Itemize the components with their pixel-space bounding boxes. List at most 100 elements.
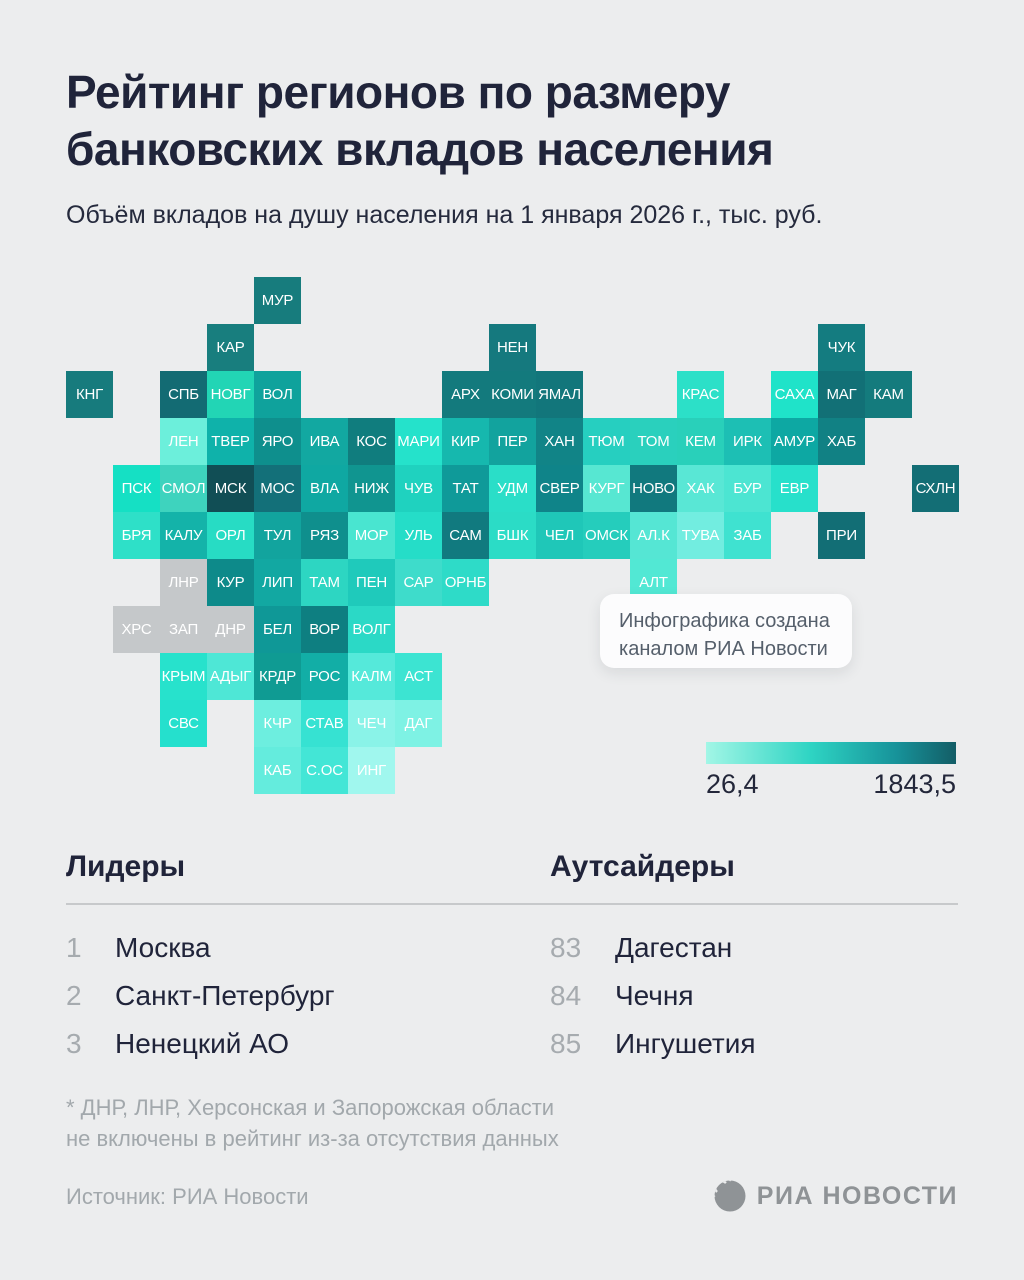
map-tile-label: КНГ bbox=[75, 386, 104, 403]
outsiders-list: 83 Дагестан 84 Чечня 85 Ингушетия bbox=[550, 924, 756, 1068]
map-tile-ИРК: ИРК bbox=[724, 418, 771, 465]
footnote: * ДНР, ЛНР, Херсонская и Запорожская обл… bbox=[66, 1092, 559, 1154]
map-tile-label: ТОМ bbox=[637, 433, 670, 450]
map-tile-label: ЗАП bbox=[168, 621, 199, 638]
source-label: Источник: РИА Новости bbox=[66, 1184, 309, 1209]
map-tile-ВОЛ: ВОЛ bbox=[254, 371, 301, 418]
map-tile-label: ИНГ bbox=[356, 762, 387, 779]
map-tile-label: С.ОС bbox=[306, 762, 343, 779]
map-tile-label: ВОЛГ bbox=[352, 621, 391, 638]
map-tile-С.ОС: С.ОС bbox=[301, 747, 348, 794]
map-tile-label: РЯЗ bbox=[310, 527, 339, 544]
attribution-line1: Инфографика создана bbox=[619, 610, 830, 632]
map-tile-label: СМОЛ bbox=[161, 480, 206, 497]
region-name: Санкт-Петербург bbox=[115, 980, 335, 1011]
map-tile-label: КРДР bbox=[258, 668, 297, 685]
map-tile-КАМ: КАМ bbox=[865, 371, 912, 418]
map-tile-label: ОРНБ bbox=[444, 574, 487, 591]
map-tile-ИНГ: ИНГ bbox=[348, 747, 395, 794]
map-tile-ЛИП: ЛИП bbox=[254, 559, 301, 606]
map-tile-label: ТУВА bbox=[681, 527, 720, 544]
map-tile-label: ТЮМ bbox=[588, 433, 625, 450]
map-tile-ЛЕН: ЛЕН bbox=[160, 418, 207, 465]
map-tile-label: ЧЕЛ bbox=[544, 527, 575, 544]
map-tile-КНГ: КНГ bbox=[66, 371, 113, 418]
map-tile-ХАК: ХАК bbox=[677, 465, 724, 512]
map-tile-label: САР bbox=[403, 574, 434, 591]
region-name: Ненецкий АО bbox=[115, 1028, 290, 1059]
map-tile-ПЕН: ПЕН bbox=[348, 559, 395, 606]
footnote-line1: * ДНР, ЛНР, Херсонская и Запорожская обл… bbox=[66, 1095, 555, 1120]
leaders-list: 1 Москва 2 Санкт-Петербург 3 Ненецкий АО bbox=[66, 924, 335, 1068]
map-tile-ТАТ: ТАТ bbox=[442, 465, 489, 512]
map-tile-КРАС: КРАС bbox=[677, 371, 724, 418]
legend-max-label: 1843,5 bbox=[873, 769, 956, 799]
map-tile-label: ЧЕЧ bbox=[356, 715, 387, 732]
rank-number: 84 bbox=[550, 980, 582, 1011]
map-tile-БШК: БШК bbox=[489, 512, 536, 559]
map-tile-label: ЕВР bbox=[779, 480, 810, 497]
map-tile-ВОЛГ: ВОЛГ bbox=[348, 606, 395, 653]
map-tile-label: ВЛА bbox=[309, 480, 340, 497]
map-tile-КАЛМ: КАЛМ bbox=[348, 653, 395, 700]
map-tile-label: ТАТ bbox=[452, 480, 479, 497]
map-tile-label: ВОЛ bbox=[262, 386, 293, 403]
subtitle: Объём вкладов на душу населения на 1 янв… bbox=[66, 201, 823, 229]
map-tile-МОС: МОС bbox=[254, 465, 301, 512]
map-tile-label: БУР bbox=[733, 480, 762, 497]
map-tile-НИЖ: НИЖ bbox=[348, 465, 395, 512]
map-tile-label: ТАМ bbox=[309, 574, 340, 591]
map-tile-ЯМАЛ: ЯМАЛ bbox=[536, 371, 583, 418]
map-tile-ТЮМ: ТЮМ bbox=[583, 418, 630, 465]
attribution-line2: каналом РИА Новости bbox=[619, 638, 828, 660]
map-tile-КИР: КИР bbox=[442, 418, 489, 465]
map-tile-ХАН: ХАН bbox=[536, 418, 583, 465]
map-tile-label: РОС bbox=[308, 668, 341, 685]
map-tile-label: КРЫМ bbox=[161, 668, 206, 685]
map-tile-ОМСК: ОМСК bbox=[583, 512, 630, 559]
map-tile-label: ДНР bbox=[215, 621, 246, 638]
map-tile-БУР: БУР bbox=[724, 465, 771, 512]
map-tile-ЯРО: ЯРО bbox=[254, 418, 301, 465]
map-tile-label: УЛЬ bbox=[404, 527, 433, 544]
map-tile-ДАГ: ДАГ bbox=[395, 700, 442, 747]
map-tile-label: ТВЕР bbox=[211, 433, 250, 450]
map-tile-label: НОВО bbox=[632, 480, 675, 497]
map-tile-label: КОМИ bbox=[491, 386, 534, 403]
rank-number: 3 bbox=[66, 1028, 82, 1059]
map-tile-label: ИВА bbox=[309, 433, 340, 450]
map-tile-САР: САР bbox=[395, 559, 442, 606]
map-tile-АСТ: АСТ bbox=[395, 653, 442, 700]
map-tile-label: ЧУВ bbox=[404, 480, 433, 497]
map-tile-label: КАМ bbox=[873, 386, 904, 403]
map-tile-label: КАР bbox=[216, 339, 245, 356]
map-tile-ВОР: ВОР bbox=[301, 606, 348, 653]
map-tile-АРХ: АРХ bbox=[442, 371, 489, 418]
map-tile-label: КАБ bbox=[263, 762, 292, 779]
page-title-line1: Рейтинг регионов по размеру bbox=[66, 66, 730, 118]
map-tile-МУР: МУР bbox=[254, 277, 301, 324]
map-tile-label: КУРГ bbox=[588, 480, 625, 497]
map-tile-label: ЗАБ bbox=[733, 527, 762, 544]
legend-labels: 26,4 1843,5 bbox=[706, 769, 956, 800]
map-tile-ИВА: ИВА bbox=[301, 418, 348, 465]
map-tile-ЧУК: ЧУК bbox=[818, 324, 865, 371]
map-tile-label: ИРК bbox=[733, 433, 762, 450]
map-tile-label: АДЫГ bbox=[209, 668, 252, 685]
map-tile-КУРГ: КУРГ bbox=[583, 465, 630, 512]
section-divider bbox=[66, 903, 958, 905]
map-tile-НОВГ: НОВГ bbox=[207, 371, 254, 418]
map-tile-label: КИР bbox=[451, 433, 480, 450]
page-title-line2: банковских вкладов населения bbox=[66, 123, 774, 175]
map-tile-label: АМУР bbox=[773, 433, 816, 450]
map-tile-МАРИ: МАРИ bbox=[395, 418, 442, 465]
legend-min-label: 26,4 bbox=[706, 769, 759, 799]
map-tile-label: МАРИ bbox=[397, 433, 440, 450]
rank-row: 85 Ингушетия bbox=[550, 1020, 756, 1068]
map-tile-СВС: СВС bbox=[160, 700, 207, 747]
map-tile-label: ОМСК bbox=[585, 527, 628, 544]
map-tile-label: МАГ bbox=[826, 386, 857, 403]
map-tile-label: ЛИП bbox=[262, 574, 293, 591]
map-tile-label: МСК bbox=[214, 480, 247, 497]
